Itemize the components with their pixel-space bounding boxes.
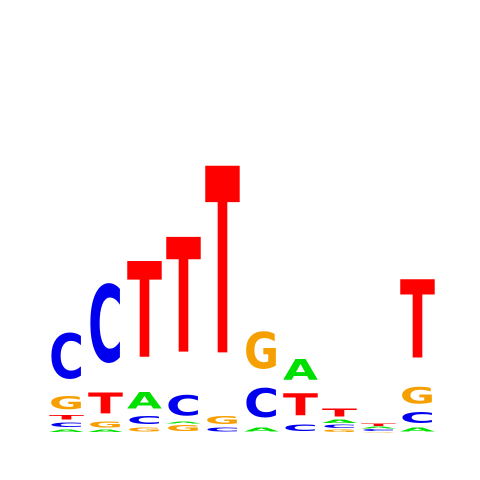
- logo-letter-t: T: [361, 423, 396, 427]
- logo-letter-t: T: [283, 387, 318, 423]
- logo-letter-t: T: [322, 406, 358, 419]
- logo-letter-c: C: [88, 265, 123, 387]
- logo-letter-t: T: [166, 205, 201, 389]
- logo-letter-g: G: [166, 424, 201, 433]
- logo-letter-a: A: [49, 429, 84, 434]
- logo-letter-c: C: [49, 421, 84, 429]
- logo-letter-g: G: [205, 414, 240, 427]
- logo-letter-g: G: [49, 393, 84, 413]
- logo-letter-a: A: [322, 419, 357, 424]
- logo-letter-g: G: [88, 421, 123, 430]
- logo-letter-c: C: [205, 427, 240, 433]
- logo-letter-t: T: [400, 258, 435, 383]
- logo-letter-t: T: [205, 115, 240, 413]
- logo-letter-a: A: [400, 427, 435, 433]
- logo-letter-a: A: [88, 429, 123, 433]
- logo-letter-c: C: [400, 409, 435, 427]
- logo-letter-c: C: [322, 424, 357, 429]
- logo-letter-t: T: [127, 234, 162, 388]
- logo-letter-c: C: [127, 414, 162, 427]
- logo-letter-a: A: [127, 389, 163, 414]
- logo-letter-g: G: [322, 429, 357, 433]
- logo-letter-g: G: [244, 322, 279, 380]
- logo-letter-t: T: [49, 413, 84, 421]
- logo-letter-c: C: [166, 390, 201, 422]
- logo-letter-t: T: [88, 387, 124, 421]
- logo-letter-a: A: [283, 354, 319, 387]
- logo-letter-c: C: [49, 321, 84, 392]
- logo-letter-a: A: [166, 421, 201, 424]
- logo-letter-c: C: [283, 423, 318, 433]
- logo-letter-g: G: [361, 432, 396, 433]
- logo-letter-g: G: [400, 383, 435, 408]
- logo-letter-c: C: [361, 429, 396, 432]
- logo-letter-a: A: [361, 427, 396, 430]
- logo-letter-c: C: [244, 381, 279, 427]
- logo-letter-a: A: [244, 427, 279, 433]
- logo-letter-g: G: [127, 427, 162, 433]
